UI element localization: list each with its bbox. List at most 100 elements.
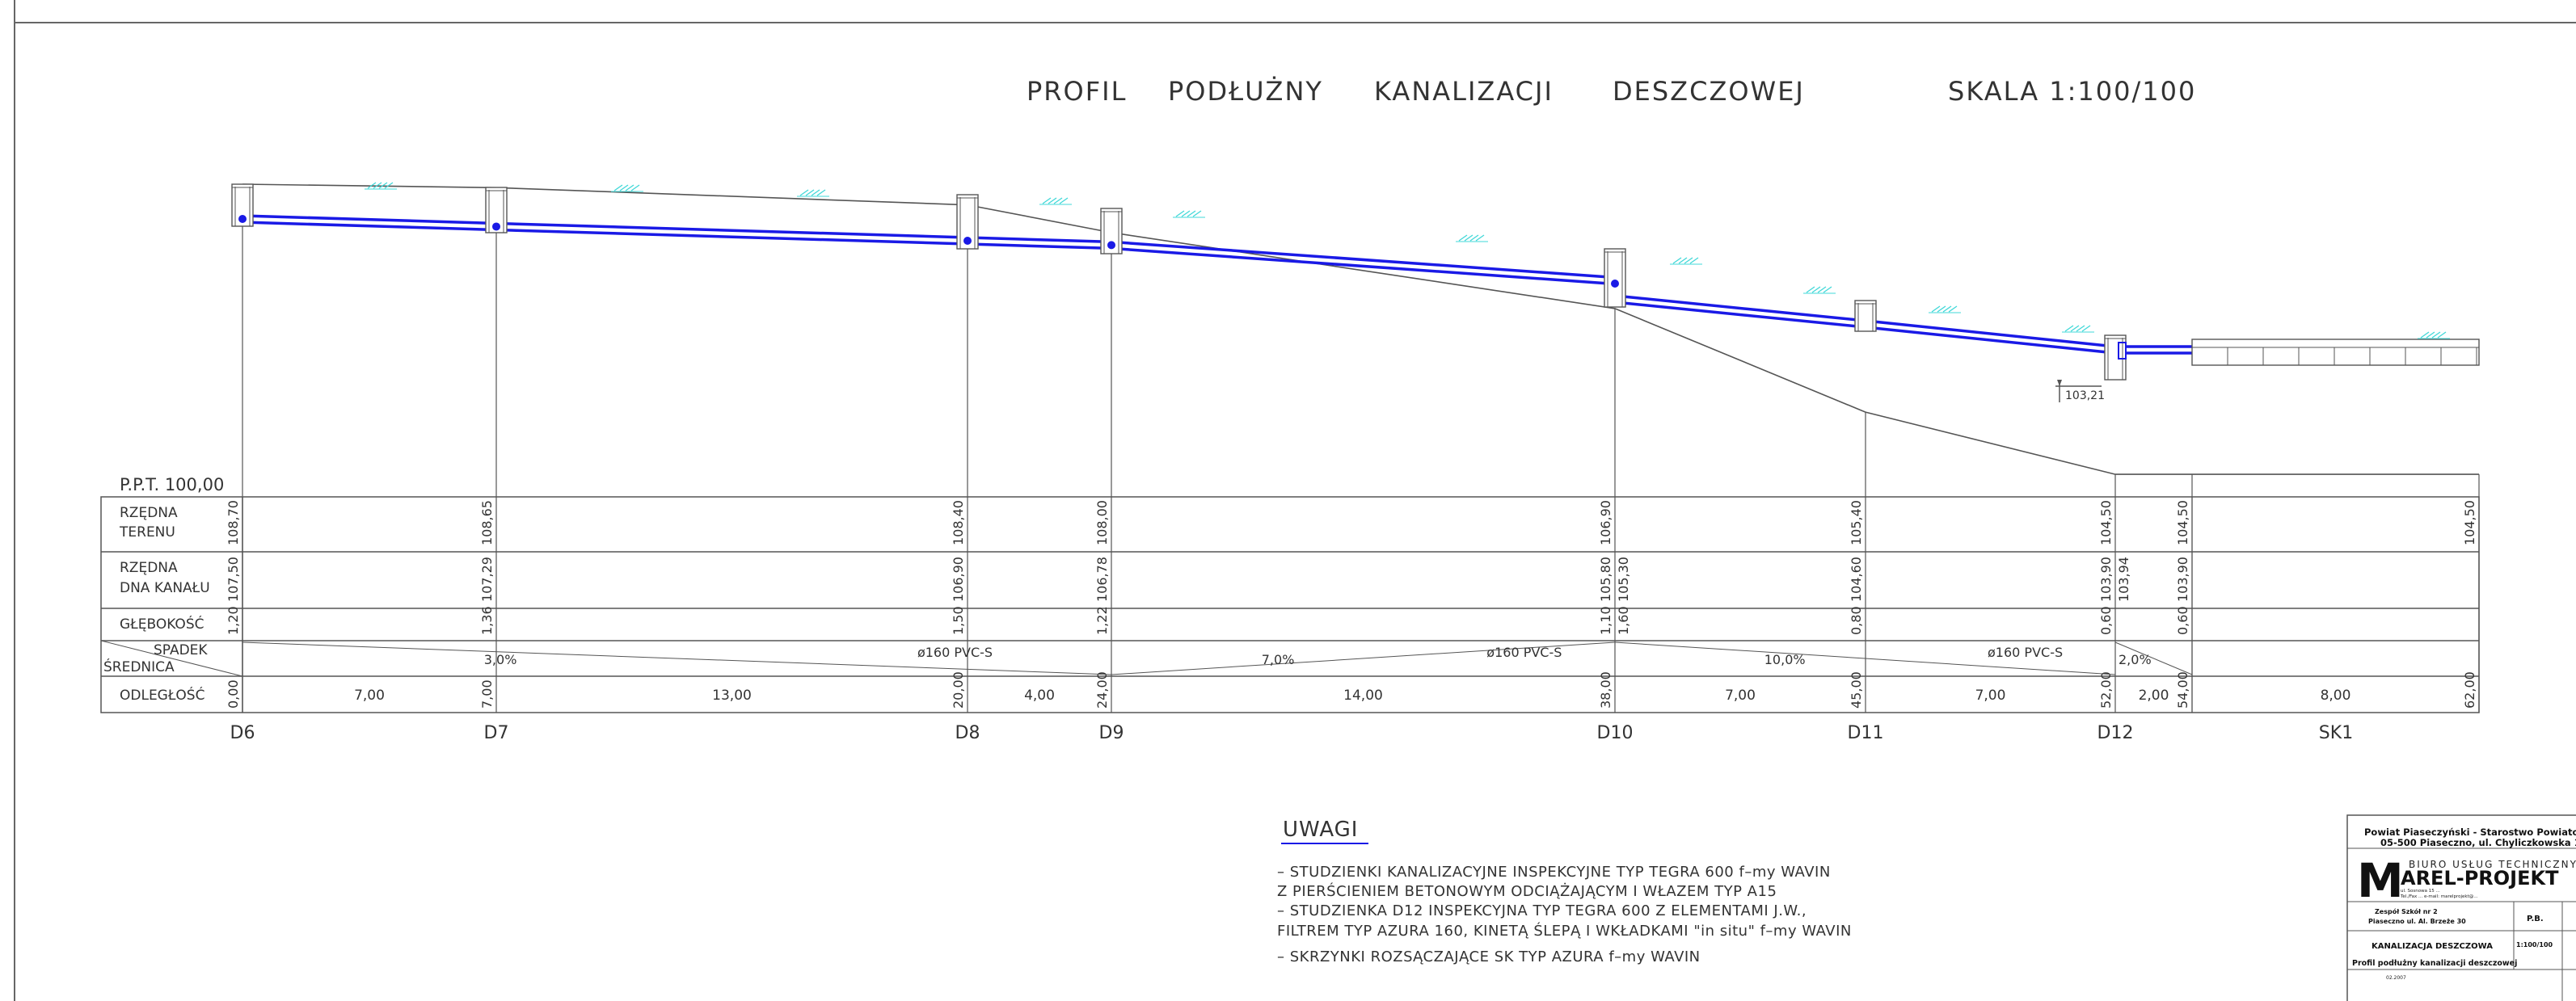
hatch-stroke bbox=[816, 189, 826, 196]
title-block-scale: 1:100/100 bbox=[2516, 941, 2553, 948]
company-address-2: Tel./Fax ... e-mail: marelprojekt@... bbox=[2400, 894, 2478, 899]
pipe-node-1 bbox=[238, 215, 247, 223]
diameter-value-1: ø160 PVC-S bbox=[917, 645, 993, 660]
slope-value-4: 2,0% bbox=[2119, 652, 2152, 667]
design-phase: P.B. bbox=[2527, 915, 2544, 923]
hatch-stroke bbox=[1192, 210, 1202, 217]
chainage-value-62: 62,00 bbox=[2462, 671, 2477, 709]
drawing-name: Profil podłużny kanalizacji deszczowej bbox=[2352, 959, 2517, 968]
depth-value-D10: 1,60 bbox=[1616, 606, 1631, 635]
ppt-label: P.P.T. 100,00 bbox=[120, 475, 224, 494]
chainage-value-D8: 20,00 bbox=[951, 671, 966, 709]
segment-length-5: 7,00 bbox=[1725, 688, 1756, 704]
hatch-stroke bbox=[1806, 286, 1815, 293]
terrain-value-D10: 106,90 bbox=[1598, 500, 1613, 545]
station-name-d9: D9 bbox=[1099, 723, 1124, 743]
hatch-stroke bbox=[1181, 210, 1191, 217]
ground-hatch-11 bbox=[2418, 331, 2450, 339]
pipe-top-2 bbox=[495, 221, 968, 239]
chainage-value-54: 54,00 bbox=[2175, 671, 2190, 709]
depth-value-D12: 0,60 bbox=[2098, 606, 2114, 635]
note-line-4: FILTREM TYP AZURA 160, KINETĄ ŚLEPĄ I WK… bbox=[1277, 922, 1852, 940]
hatch-stroke bbox=[373, 182, 382, 189]
hatch-stroke bbox=[811, 189, 820, 196]
hatch-stroke bbox=[1053, 197, 1063, 204]
depth-value-D9: 1,22 bbox=[1094, 606, 1110, 635]
hatch-stroke bbox=[1823, 286, 1832, 293]
hatch-stroke bbox=[1187, 210, 1196, 217]
hatch-stroke bbox=[1817, 286, 1827, 293]
pipe-bottom-2 bbox=[495, 228, 968, 246]
row-label-invert-2: DNA KANAŁU bbox=[120, 580, 210, 596]
invert-value-D10: 105,80 bbox=[1598, 557, 1613, 602]
segment-length-4: 14,00 bbox=[1343, 688, 1383, 704]
segment-length-2: 13,00 bbox=[712, 688, 752, 704]
hatch-stroke bbox=[378, 182, 388, 189]
pipe-node-4 bbox=[1107, 241, 1115, 250]
station-name-d6: D6 bbox=[230, 723, 255, 743]
ground-hatch-1 bbox=[365, 182, 397, 190]
invert-value-D6: 107,50 bbox=[226, 557, 241, 602]
row-label-diameter: ŚREDNICA bbox=[103, 658, 175, 675]
title-word-1: PROFIL bbox=[1027, 76, 1127, 107]
title-word-2: PODŁUŻNY bbox=[1168, 76, 1323, 107]
segment-length-6: 7,00 bbox=[1975, 688, 2006, 704]
subject: KANALIZACJA DESZCZOWA bbox=[2372, 942, 2493, 951]
row-label-slope: SPADEK bbox=[154, 642, 208, 658]
depth-value-D6: 1,20 bbox=[226, 606, 241, 635]
note-line-2: Z PIERŚCIENIEM BETONOWYM ODCIĄŻAJĄCYM I … bbox=[1277, 882, 1777, 900]
row-label-terrain-2: TERENU bbox=[119, 524, 175, 540]
terrain-line bbox=[242, 183, 2479, 475]
hatch-stroke bbox=[367, 182, 377, 189]
pipe-top-1 bbox=[242, 214, 497, 225]
chainage-value-D7: 7,00 bbox=[479, 679, 495, 709]
note-line-3: – STUDZIENKA D12 INSPEKCYJNA TYP TEGRA 6… bbox=[1277, 902, 1807, 919]
ground-hatch-7 bbox=[1670, 257, 1702, 265]
slope-line-1 bbox=[242, 641, 1112, 675]
slope-line-2 bbox=[1111, 641, 1616, 675]
hatch-stroke bbox=[2081, 325, 2091, 332]
investor-line-1: Powiat Piaseczyński - Starostwo Powiatow… bbox=[2364, 826, 2576, 838]
hatch-stroke bbox=[1937, 305, 1946, 313]
depth-value-D10: 1,10 bbox=[1598, 606, 1613, 635]
chainage-value-D6: 0,00 bbox=[226, 679, 241, 709]
hatch-stroke bbox=[2420, 331, 2430, 339]
depth-value-D7: 1,36 bbox=[479, 606, 495, 635]
hatch-stroke bbox=[1672, 257, 1682, 264]
station-name-d8: D8 bbox=[955, 723, 980, 743]
note-line-5: – SKRZYNKI ROZSĄCZAJĄCE SK TYP AZURA f–m… bbox=[1277, 948, 1701, 965]
company-line: BIURO USŁUG TECHNICZNYCH bbox=[2409, 859, 2576, 870]
invert-value-D8: 106,90 bbox=[951, 557, 966, 602]
diameter-value-2: ø160 PVC-S bbox=[1486, 645, 1562, 660]
segment-length-3: 4,00 bbox=[1024, 688, 1055, 704]
pipe-bottom-3 bbox=[967, 242, 1112, 250]
station-name-d11: D11 bbox=[1848, 723, 1884, 743]
drawing-date: 02.2007 bbox=[2386, 975, 2406, 981]
pipe-top-3 bbox=[967, 236, 1112, 244]
hatch-stroke bbox=[799, 189, 809, 196]
terrain-value-D11: 105,40 bbox=[1849, 500, 1864, 545]
pipe-bottom-6 bbox=[1865, 326, 2116, 355]
terrain-value-62: 104,50 bbox=[2462, 500, 2477, 545]
invert-value-D9: 106,78 bbox=[1094, 557, 1110, 602]
terrain-value-D8: 108,40 bbox=[951, 500, 966, 545]
terrain-value-D9: 108,00 bbox=[1094, 500, 1110, 545]
company-logo-letter: M bbox=[2357, 853, 2404, 908]
hatch-stroke bbox=[2070, 325, 2080, 332]
invert-value-54: 103,90 bbox=[2175, 557, 2190, 602]
hatch-stroke bbox=[805, 189, 815, 196]
station-name-d10: D10 bbox=[1597, 723, 1634, 743]
diameter-value-3: ø160 PVC-S bbox=[1988, 645, 2063, 660]
notes-heading: UWAGI bbox=[1283, 818, 1358, 842]
pipe-bottom-4 bbox=[1111, 246, 1616, 286]
hatch-stroke bbox=[1678, 257, 1688, 264]
chainage-value-D11: 45,00 bbox=[1849, 671, 1864, 709]
pipe-node-3 bbox=[963, 237, 972, 245]
segment-length-1: 7,00 bbox=[354, 688, 385, 704]
slope-value-2: 7,0% bbox=[1262, 652, 1295, 667]
hatch-stroke bbox=[613, 184, 623, 191]
depth-value-D8: 1,50 bbox=[951, 606, 966, 635]
elevation-marker: 103,21 bbox=[2055, 380, 2105, 402]
hatch-stroke bbox=[1684, 257, 1693, 264]
